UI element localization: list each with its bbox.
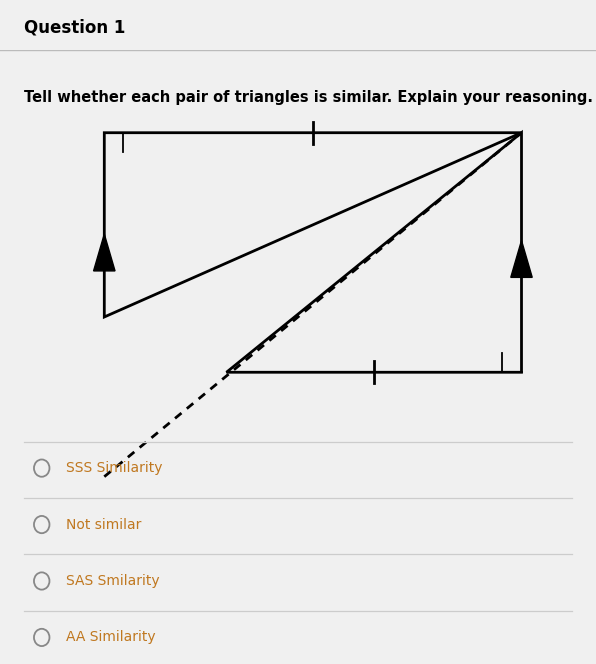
Text: Question 1: Question 1 <box>24 19 125 37</box>
Text: SSS Similarity: SSS Similarity <box>66 461 162 475</box>
Text: Tell whether each pair of triangles is similar. Explain your reasoning.: Tell whether each pair of triangles is s… <box>24 90 593 105</box>
Text: AA Similarity: AA Similarity <box>66 630 155 645</box>
Text: SAS Smilarity: SAS Smilarity <box>66 574 159 588</box>
Text: Not similar: Not similar <box>66 517 141 532</box>
Polygon shape <box>94 234 115 271</box>
Polygon shape <box>511 240 532 278</box>
